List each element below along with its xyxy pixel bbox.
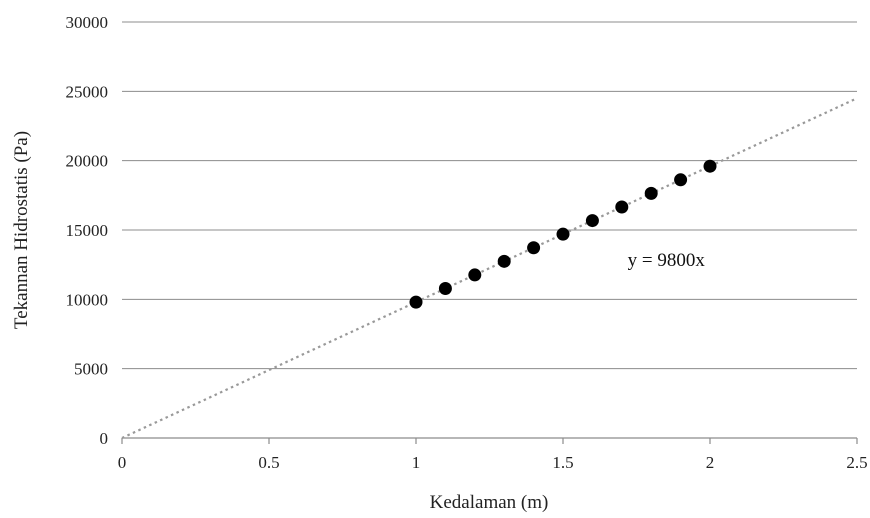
x-tick-label: 2.5 <box>846 453 867 472</box>
x-tick-label: 1.5 <box>552 453 573 472</box>
annotations: y = 9800x <box>628 250 706 271</box>
x-axis-title: Kedalaman (m) <box>430 492 549 513</box>
trendline <box>121 97 858 439</box>
y-axis-title: Tekannan Hidrostatis (Pa) <box>11 131 32 329</box>
tick-labels: 0 5000 10000 15000 20000 25000 30000 0 0.5 1 1.5 2 2… <box>66 13 868 472</box>
data-point <box>615 200 629 214</box>
data-points <box>409 159 717 309</box>
x-tick-label: 1 <box>412 453 421 472</box>
data-point <box>527 241 541 255</box>
data-point <box>409 295 423 309</box>
grid-lines <box>122 21 857 370</box>
y-tick-label: 20000 <box>66 152 109 171</box>
data-point <box>674 173 688 187</box>
y-tick-label: 30000 <box>66 13 109 32</box>
data-point <box>438 282 452 296</box>
data-point <box>497 254 511 268</box>
y-tick-label: 25000 <box>66 82 109 101</box>
data-point <box>703 159 717 173</box>
data-point <box>585 214 599 228</box>
x-tick-label: 0.5 <box>258 453 279 472</box>
x-tick-label: 2 <box>706 453 715 472</box>
y-tick-label: 10000 <box>66 290 109 309</box>
data-point <box>556 227 570 241</box>
y-tick-label: 15000 <box>66 221 109 240</box>
trendline-line <box>121 97 858 439</box>
y-tick-label: 0 <box>100 429 109 448</box>
y-tick-label: 5000 <box>74 360 108 379</box>
data-point <box>468 268 482 282</box>
x-tick-label: 0 <box>118 453 127 472</box>
axes <box>121 437 858 444</box>
data-point <box>644 186 658 200</box>
trendline-equation-label: y = 9800x <box>628 250 706 271</box>
